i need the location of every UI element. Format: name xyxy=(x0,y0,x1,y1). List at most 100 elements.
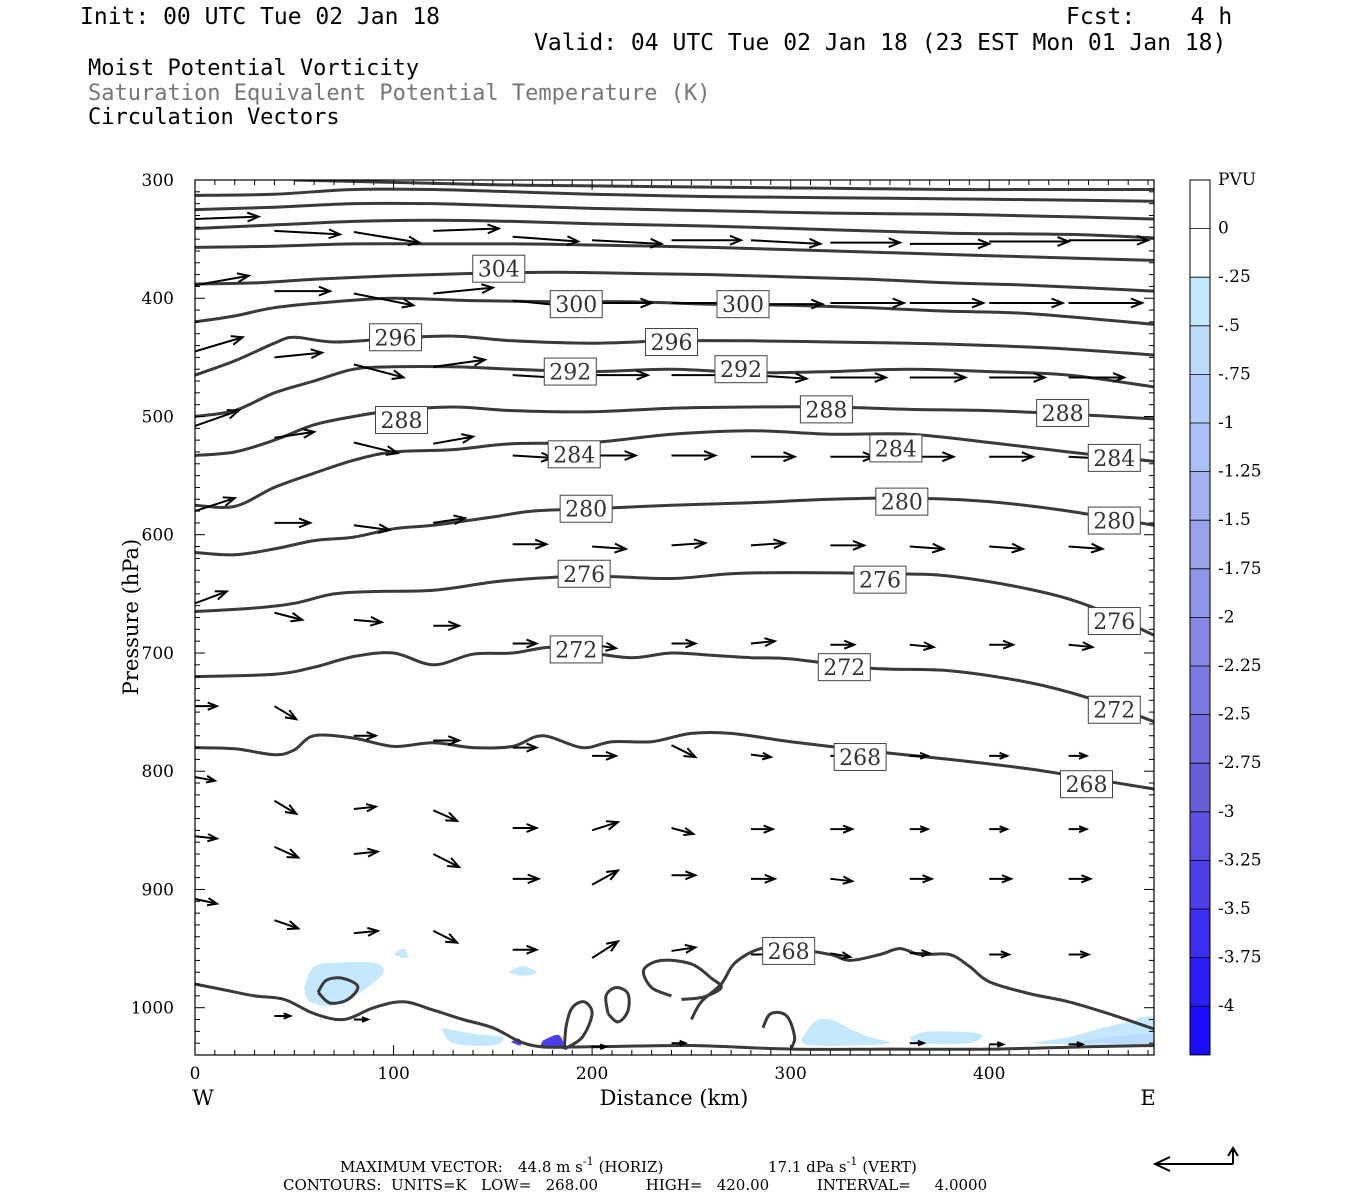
colorbar-swatch xyxy=(1190,325,1210,375)
colorbar-swatch xyxy=(1190,860,1210,910)
vector-shaft xyxy=(909,545,944,550)
colorbar-label: -.75 xyxy=(1218,364,1251,384)
vector-shaft xyxy=(274,845,299,859)
contour-label: 288 xyxy=(1036,398,1090,427)
circulation-vector xyxy=(909,1039,927,1047)
vector-head xyxy=(783,451,798,463)
title-theta-es: Saturation Equivalent Potential Temperat… xyxy=(88,81,711,106)
contour-label-text: 300 xyxy=(722,293,764,318)
contour-label-text: 284 xyxy=(1093,447,1135,472)
max-horiz-value: 44.8 m s-1 (HORIZ) xyxy=(518,1155,663,1176)
contour-label: 300 xyxy=(716,290,770,319)
colorbar-label: -2.75 xyxy=(1218,753,1262,773)
circulation-vector xyxy=(433,223,502,235)
circulation-vector xyxy=(750,237,824,249)
theta-es-contour xyxy=(195,405,1154,457)
circulation-vector xyxy=(353,926,381,937)
vector-shaft xyxy=(671,744,696,758)
y-tick-label: 400 xyxy=(142,289,174,309)
vector-head xyxy=(222,496,238,507)
colorbar-label: -3.5 xyxy=(1218,899,1251,919)
vector-shaft xyxy=(433,435,474,445)
vector-shaft xyxy=(433,517,466,524)
vector-head xyxy=(286,848,301,859)
circulation-vector xyxy=(750,451,798,463)
circulation-vector xyxy=(512,235,581,247)
contour-label-box xyxy=(869,434,923,463)
vector-shaft xyxy=(274,351,323,359)
contour-label-box xyxy=(853,565,907,594)
circulation-vector xyxy=(512,638,540,649)
vector-shaft xyxy=(353,618,382,624)
theta-es-contours xyxy=(195,180,1154,1051)
vector-head xyxy=(841,951,853,960)
vector-shaft xyxy=(353,292,414,307)
circulation-vector xyxy=(433,514,468,526)
contour-label: 272 xyxy=(549,635,603,664)
vector-head xyxy=(401,297,417,309)
colorbar-swatch xyxy=(1190,471,1210,521)
contour-label: 280 xyxy=(875,487,929,516)
forecast-hour: Fcst: 4 h xyxy=(1066,4,1233,30)
vector-head xyxy=(1130,297,1145,309)
circulation-vector xyxy=(433,620,462,632)
circulation-vector xyxy=(671,450,718,461)
circulation-vector xyxy=(274,611,305,623)
theta-es-contour xyxy=(562,1000,594,1051)
circulation-vector xyxy=(909,949,933,958)
colorbar-label: -2 xyxy=(1218,607,1235,627)
vector-head xyxy=(283,1012,294,1020)
colorbar-swatch xyxy=(1190,1006,1210,1056)
circulation-vector xyxy=(353,231,423,247)
vector-head xyxy=(683,747,698,759)
circulation-vector xyxy=(989,950,1012,959)
colorbar-swatch xyxy=(1190,277,1210,327)
colorbar-swatch xyxy=(1190,617,1210,667)
vector-shaft xyxy=(353,441,398,455)
circulation-vector xyxy=(989,542,1026,554)
colorbar-swatch xyxy=(1190,763,1210,813)
vector-head xyxy=(377,523,393,534)
contour-label-box xyxy=(549,290,603,319)
vector-head xyxy=(922,874,935,884)
x-tick-label: 100 xyxy=(377,1064,409,1084)
x-end-label-west: W xyxy=(192,1086,214,1110)
vector-head xyxy=(1021,451,1036,463)
circulation-vector xyxy=(274,285,333,297)
circulation-vector xyxy=(909,372,969,383)
circulation-vector xyxy=(989,297,1066,309)
vector-head xyxy=(1078,751,1090,760)
colorbar-swatch xyxy=(1190,714,1210,764)
vector-head xyxy=(999,751,1010,760)
circulation-vector xyxy=(195,775,218,784)
vector-head xyxy=(447,857,462,869)
circulation-vector xyxy=(512,823,540,833)
vector-head xyxy=(481,283,496,295)
circulation-vector xyxy=(830,824,855,834)
vector-head xyxy=(284,804,299,816)
vector-shaft xyxy=(195,835,217,840)
vector-head xyxy=(1078,825,1090,834)
circulation-vector xyxy=(353,363,407,380)
vector-head xyxy=(892,297,907,309)
contour-label: 272 xyxy=(817,653,871,682)
contour-label-box xyxy=(472,254,526,283)
circulation-vector xyxy=(830,237,903,249)
vector-head xyxy=(1001,874,1014,884)
circulation-vector xyxy=(1068,825,1090,834)
vector-head xyxy=(1051,297,1066,309)
vector-head xyxy=(605,869,621,881)
circulation-vector xyxy=(1068,950,1092,959)
colorbar-label: -1.75 xyxy=(1218,559,1262,579)
vector-head xyxy=(1081,641,1096,652)
colorbar-label: -1.25 xyxy=(1218,462,1262,482)
circulation-vector xyxy=(1068,234,1151,246)
vector-head xyxy=(206,897,220,907)
vector-head xyxy=(366,731,379,741)
vector-shaft xyxy=(671,542,706,547)
theta-es-contour xyxy=(761,1010,797,1050)
vector-head xyxy=(679,1039,689,1047)
vector-shaft xyxy=(671,827,694,835)
vector-head xyxy=(999,825,1010,834)
pv-shade-region xyxy=(304,961,384,1007)
